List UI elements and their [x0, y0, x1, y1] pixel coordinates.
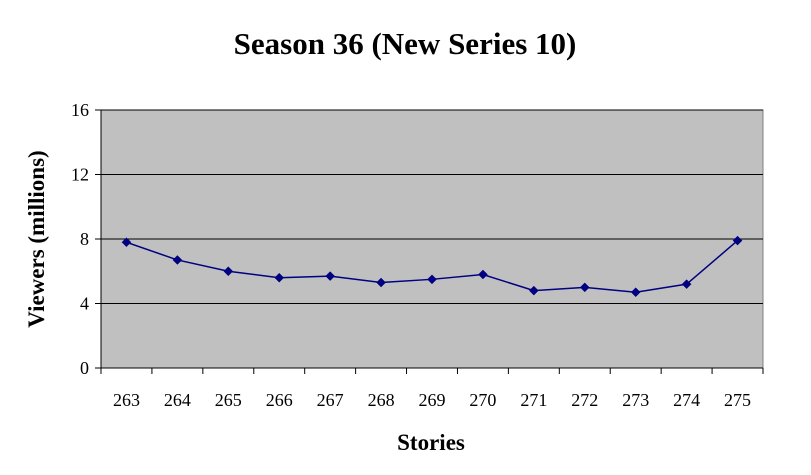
data-point — [732, 235, 743, 246]
x-axis: 263 264 265 266 267 268 269 270 271 272 273 274 275 — [100, 367, 764, 410]
x-tick-label: 266 — [266, 390, 293, 410]
data-point — [172, 255, 183, 265]
y-tick-label: 12 — [71, 165, 89, 185]
x-tick-label: 264 — [164, 390, 191, 410]
data-point — [427, 274, 437, 285]
y-axis: 0 4 8 12 16 — [71, 100, 102, 378]
data-point — [630, 287, 641, 298]
x-tick-label: 273 — [622, 390, 649, 410]
y-tick-label: 0 — [80, 358, 89, 378]
series-markers — [121, 235, 743, 298]
y-axis-title: Viewers (millions) — [24, 150, 49, 327]
x-tick-label: 270 — [469, 390, 496, 410]
data-point — [528, 285, 539, 296]
data-point — [274, 272, 285, 283]
y-tick-label: 4 — [80, 294, 89, 314]
data-point — [478, 269, 488, 280]
x-tick-label: 274 — [673, 390, 700, 410]
gridlines — [101, 109, 763, 304]
chart-title: Season 36 (New Series 10) — [234, 26, 577, 61]
x-axis-title: Stories — [397, 430, 465, 455]
x-tick-label: 263 — [113, 390, 140, 410]
x-tick-label: 265 — [215, 390, 242, 410]
y-tick-label: 16 — [71, 100, 89, 120]
data-point — [121, 237, 132, 248]
data-point — [376, 277, 386, 288]
x-tick-label: 269 — [419, 390, 446, 410]
data-point — [681, 279, 692, 290]
data-point — [223, 266, 234, 277]
data-point — [325, 271, 336, 281]
y-tick-label: 8 — [80, 229, 89, 249]
x-tick-label: 275 — [724, 390, 751, 410]
x-tick-label: 268 — [368, 390, 395, 410]
x-tick-label: 271 — [520, 390, 547, 410]
x-tick-label: 267 — [317, 390, 344, 410]
x-tick-label: 272 — [571, 390, 598, 410]
data-point — [579, 282, 590, 293]
